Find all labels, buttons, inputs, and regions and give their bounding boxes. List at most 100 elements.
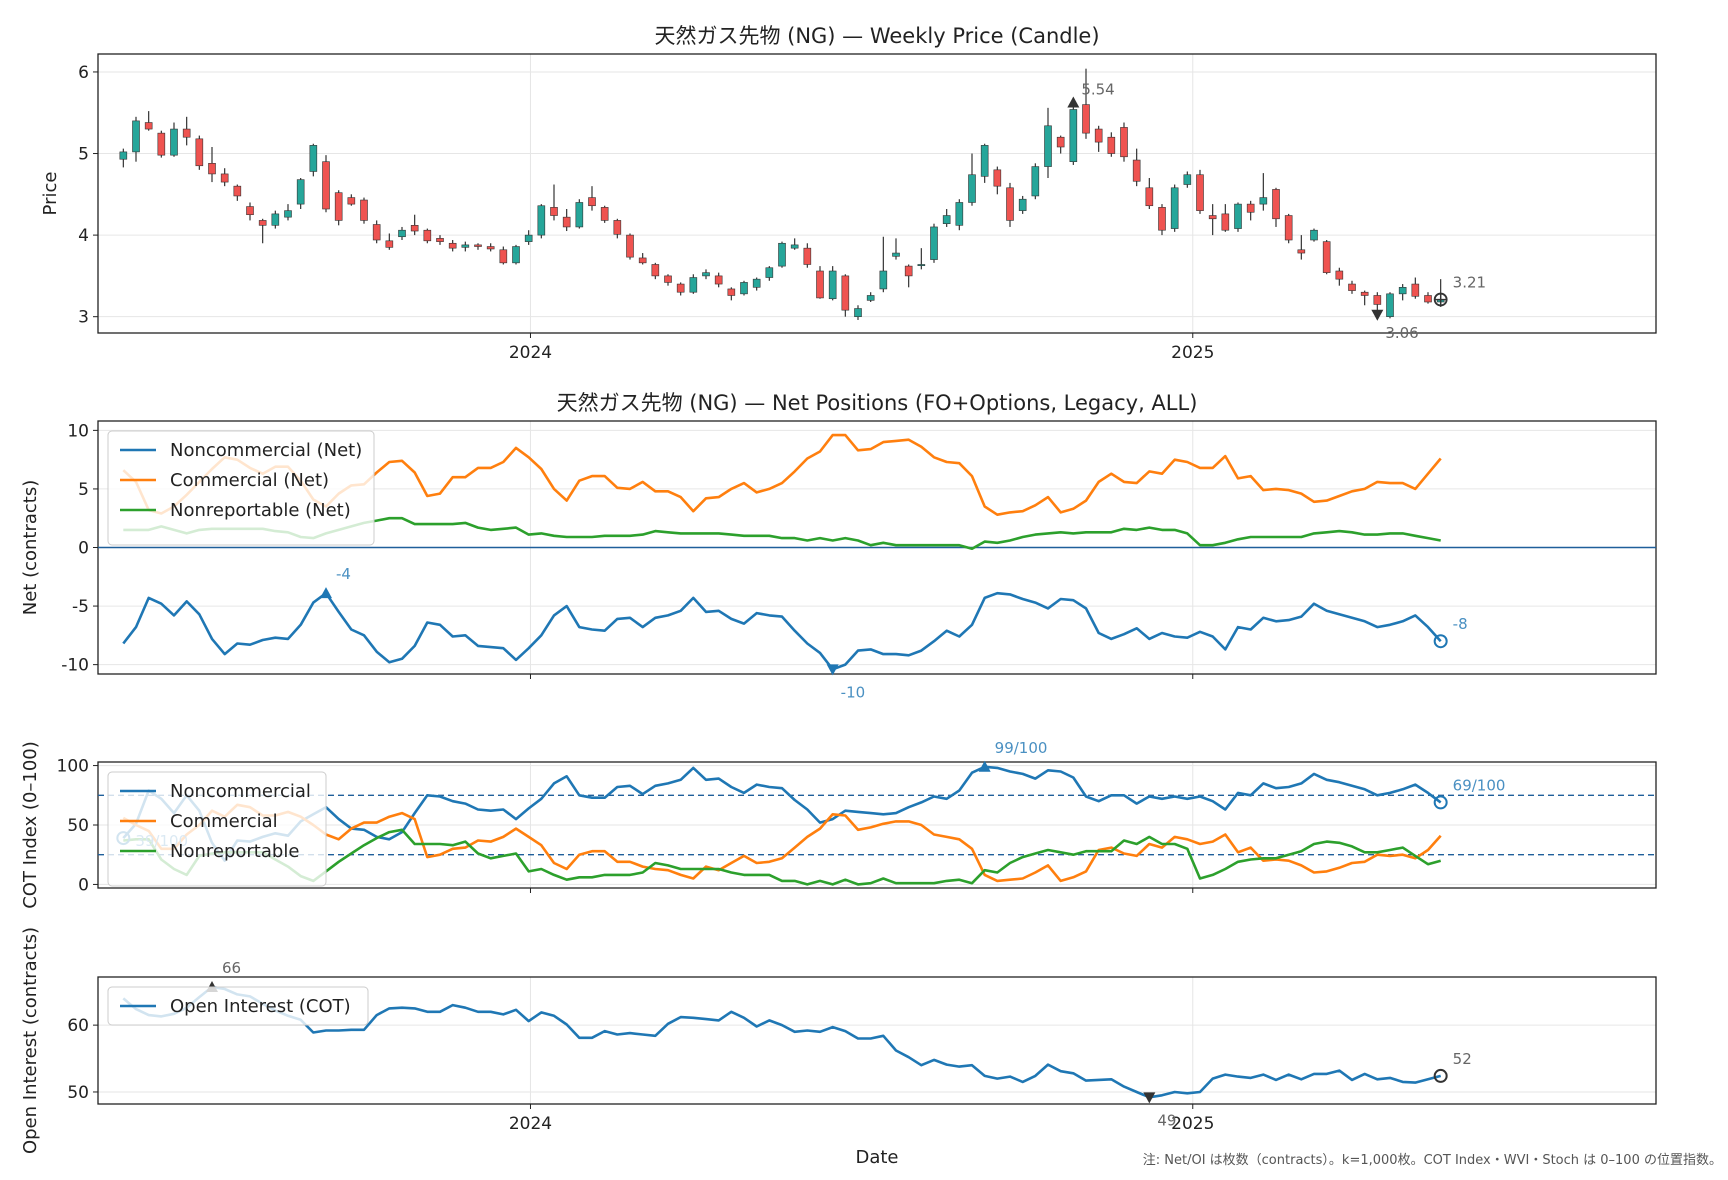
annotation-label: 5.54 [1081,80,1114,98]
footnote: 注: Net/OI は枚数（contracts）。k=1,000枚。COT In… [1142,1153,1722,1168]
candle-body-up [1170,187,1179,229]
annotation-label: 99/100 [995,739,1048,757]
legend-label: Open Interest (COT) [170,996,351,1017]
candle-body-up [778,242,786,267]
candle-body-up [765,267,774,278]
candle-body-up [917,264,926,266]
chart-title: 天然ガス先物 (NG) — Weekly Price (Candle) [654,24,1099,48]
candle-body-up [689,277,698,293]
candle-body-down [1322,241,1331,273]
annotation-label: 49 [1157,1111,1176,1129]
candle-body-down [727,288,736,296]
legend-box [107,986,369,1026]
y-axis-label: Net (contracts) [20,480,41,616]
x-tick-label: 2025 [1171,343,1214,363]
candle-body-up [271,213,280,226]
x-axis-label: Date [855,1147,898,1168]
legend-label: Commercial (Net) [170,470,329,491]
candle-body-down [1132,159,1141,182]
y-axis-label: Open Interest (contracts) [20,927,41,1154]
candle-body-down [499,249,508,264]
series-line-1 [122,803,1442,883]
candle-body-up [702,272,710,277]
candle-body-up [1031,166,1040,197]
candle-body-down [486,246,495,250]
candle-body-down [1335,270,1344,280]
candle-body-down [1082,104,1090,134]
candle-body-down [1272,189,1280,220]
candle-body-up [575,202,584,228]
candle-body-down [600,207,609,221]
candle-body-up [854,308,862,317]
candle-body-down [474,244,482,247]
min-marker [826,664,839,676]
candle-body-up [1398,287,1407,295]
axes-frame [97,976,1657,1105]
candle-body-up [1044,125,1052,167]
y-tick-label: 0 [78,875,89,895]
candle-body-down [1373,295,1382,305]
candle-body-up [790,244,799,249]
candle-body-down [803,247,812,265]
candle-body-down [613,220,622,235]
y-tick-label: 3 [78,308,89,328]
candle-body-down [423,229,432,242]
candle-body-down [651,264,660,277]
candle-body-down [1297,249,1306,254]
candle-body-up [132,120,140,153]
open-interest-panel: 50 60 2024 2025 Open Interest (contracts) Dat… [20,927,1657,1168]
candle-body-down [258,220,267,226]
y-tick-label: 50 [67,816,89,836]
candle-body-down [1158,207,1166,231]
last-marker [1433,634,1448,649]
legend-label: Nonreportable (Net) [170,500,351,521]
candle-body-up [512,246,520,264]
candle-body-down [904,265,913,277]
candle-body-up [537,205,546,236]
candle-body-down [841,275,850,311]
x-tick-label: 2025 [1171,1114,1214,1134]
candle-body-down [1221,213,1230,231]
candle-body-up [296,179,305,205]
candle-body-down [562,216,571,228]
candle-body-up [740,282,748,295]
candle-body-down [1246,203,1255,213]
candle-body-down [233,185,242,197]
net-positions-panel: -10 -5 0 5 10 天然ガス先物 (NG) — Net Positions (FO… [20,391,1657,701]
candle-body-up [879,270,888,290]
series-line-0 [122,765,1442,863]
candle-body-down [664,275,672,283]
candle-body-down [1094,128,1103,143]
candle-body-down [1107,136,1116,154]
annotation-label: 3.06 [1385,324,1418,342]
candle-body-down [220,173,229,183]
candle-body-down [1120,127,1128,158]
candle-body-down [588,197,596,207]
y-tick-label: 100 [57,757,89,777]
max-marker [1067,96,1080,108]
annotation-label: -8 [1453,615,1468,633]
candle-body-down [157,132,166,156]
legend-label: Noncommercial (Net) [170,440,362,461]
annotation-label: 66 [222,959,241,977]
candle-body-up [1259,197,1268,205]
y-tick-label: 10 [67,421,89,441]
annotation-label: -4 [336,565,351,583]
candle-body-down [372,224,381,241]
candle-body-down [410,225,419,232]
candle-body-down [334,192,343,221]
candle-body-down [208,163,216,175]
candle-body-down [1056,136,1065,148]
candle-body-up [461,244,470,248]
candle-body-down [714,275,723,285]
x-tick-label: 2024 [509,343,552,363]
candle-body-up [398,229,406,238]
candle-body-down [1196,174,1204,211]
y-tick-label: 6 [78,63,89,83]
candle-body-up [942,215,951,224]
series-line-0 [122,985,1442,1099]
candle-body-down [448,242,457,249]
price-candle-panel: 3 4 5 6 2024 2025 天然ガス先物 (NG) — Weekly Price (… [40,24,1657,363]
candle-body-up [930,226,938,260]
candle-body-down [1424,295,1432,303]
